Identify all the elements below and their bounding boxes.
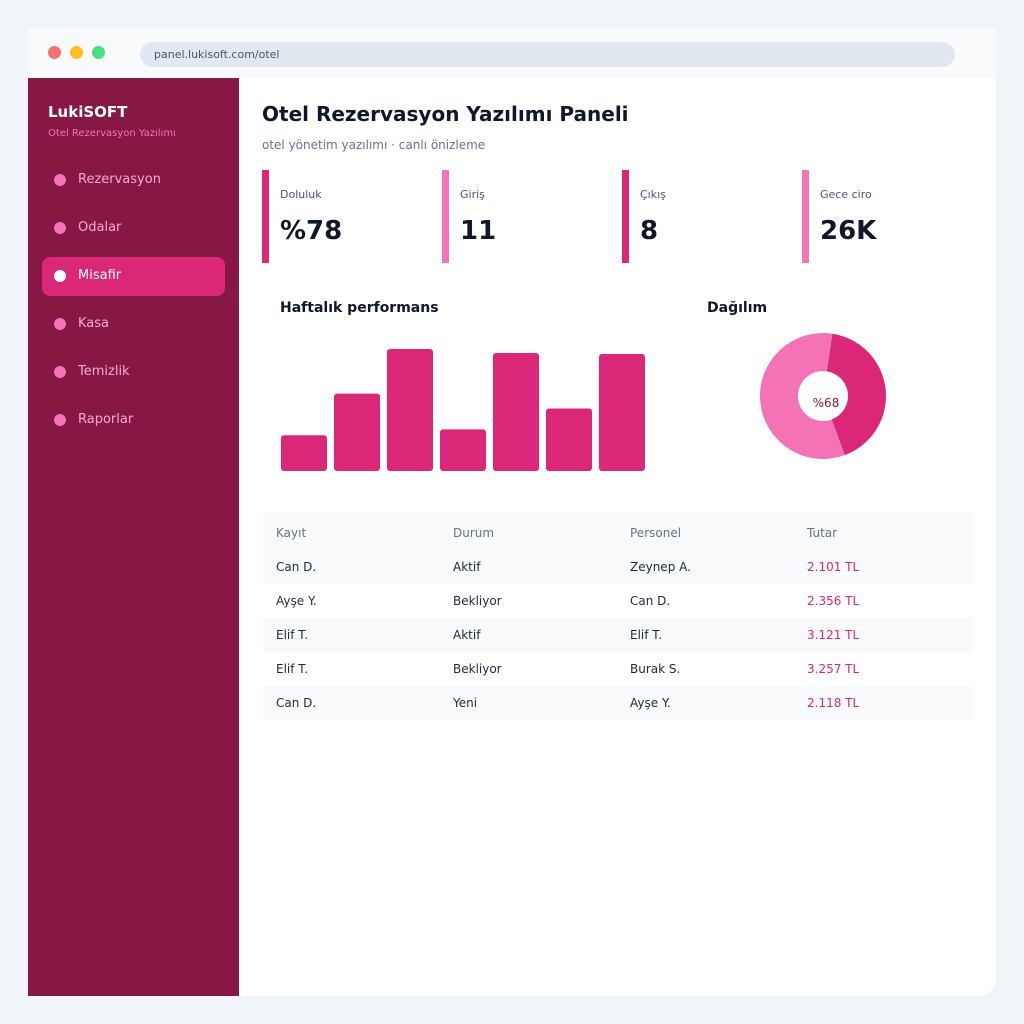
sidebar-nav: Rezervasyon Odalar Misafir Kasa Temizlik… xyxy=(42,161,225,449)
cell-durum: Aktif xyxy=(453,628,481,642)
kpi-card-doluluk: Doluluk %78 xyxy=(262,170,432,263)
kpi-label: Gece ciro xyxy=(820,188,872,201)
donut-center-label: %68 xyxy=(812,396,840,410)
cell-kayit: Ayşe Y. xyxy=(276,594,317,608)
cell-personel: Zeynep A. xyxy=(630,560,691,574)
cell-kayit: Can D. xyxy=(276,560,317,574)
kpi-label: Çıkış xyxy=(640,188,666,201)
cell-personel: Ayşe Y. xyxy=(630,696,671,710)
sidebar-item-raporlar[interactable]: Raporlar xyxy=(42,401,225,440)
column-header-tutar[interactable]: Tutar xyxy=(807,526,838,540)
kpi-card-cikis: Çıkış 8 xyxy=(622,170,792,263)
bar[interactable] xyxy=(546,408,592,471)
kpi-card-giris: Giriş 11 xyxy=(442,170,612,263)
sidebar-item-label: Raporlar xyxy=(78,412,134,427)
dot-icon xyxy=(54,174,66,186)
column-header-durum[interactable]: Durum xyxy=(453,526,495,540)
kpi-value: 8 xyxy=(640,216,659,246)
page-title: Otel Rezervasyon Yazılımı Paneli xyxy=(262,102,629,126)
sidebar-item-label: Misafir xyxy=(78,268,122,283)
kpi-label: Giriş xyxy=(460,188,485,201)
cell-durum: Bekliyor xyxy=(453,662,502,676)
brand-logo: LukiSOFT xyxy=(48,103,128,121)
maximize-window-icon[interactable] xyxy=(92,46,105,59)
sidebar-item-odalar[interactable]: Odalar xyxy=(42,209,225,248)
dot-icon xyxy=(54,366,66,378)
sidebar-item-label: Kasa xyxy=(78,316,110,331)
dot-icon xyxy=(54,318,66,330)
cell-tutar: 2.101 TL xyxy=(807,560,860,574)
dot-icon xyxy=(54,222,66,234)
sidebar-item-temizlik[interactable]: Temizlik xyxy=(42,353,225,392)
minimize-window-icon[interactable] xyxy=(70,46,83,59)
browser-window: panel.lukisoft.com/otel LukiSOFT Otel Re… xyxy=(28,28,996,996)
table-row[interactable]: Elif T. Aktif Elif T. 3.121 TL xyxy=(263,618,973,652)
sidebar-item-label: Rezervasyon xyxy=(78,172,161,187)
bar[interactable] xyxy=(281,435,327,471)
cell-tutar: 2.356 TL xyxy=(807,594,860,608)
sidebar-item-label: Odalar xyxy=(78,220,122,235)
kpi-card-gece-ciro: Gece ciro 26K xyxy=(802,170,972,263)
cell-tutar: 2.118 TL xyxy=(807,696,860,710)
records-table: Kayıt Durum Personel Tutar Can D. Aktif … xyxy=(263,512,973,720)
browser-titlebar: panel.lukisoft.com/otel xyxy=(28,28,996,78)
cell-durum: Yeni xyxy=(453,696,478,710)
cell-kayit: Elif T. xyxy=(276,662,309,676)
sidebar: LukiSOFT Otel Rezervasyon Yazılımı Rezer… xyxy=(28,78,239,996)
cell-kayit: Elif T. xyxy=(276,628,309,642)
kpi-value: 11 xyxy=(460,216,497,246)
table-row[interactable]: Ayşe Y. Bekliyor Can D. 2.356 TL xyxy=(263,584,973,618)
table-header: Kayıt Durum Personel Tutar xyxy=(263,512,973,550)
address-bar[interactable]: panel.lukisoft.com/otel xyxy=(140,42,955,67)
bar-chart-title: Haftalık performans xyxy=(280,300,439,316)
cell-personel: Burak S. xyxy=(630,662,681,676)
sidebar-item-rezervasyon[interactable]: Rezervasyon xyxy=(42,161,225,200)
main-content: Otel Rezervasyon Yazılımı Paneli otel yö… xyxy=(239,78,996,996)
kpi-row: Doluluk %78 Giriş 11 Çıkış 8 Gece ciro 2… xyxy=(262,170,982,263)
table-row[interactable]: Can D. Yeni Ayşe Y. 2.118 TL xyxy=(263,686,973,720)
donut-slice[interactable] xyxy=(760,333,845,459)
cell-tutar: 3.121 TL xyxy=(807,628,860,642)
bar[interactable] xyxy=(387,348,433,471)
kpi-label: Doluluk xyxy=(280,188,322,201)
cell-kayit: Can D. xyxy=(276,696,317,710)
cell-durum: Aktif xyxy=(453,560,481,574)
bar[interactable] xyxy=(440,429,486,471)
table-row[interactable]: Elif T. Bekliyor Burak S. 3.257 TL xyxy=(263,652,973,686)
kpi-value: 26K xyxy=(820,216,877,246)
bar[interactable] xyxy=(493,352,539,471)
table-row[interactable]: Can D. Aktif Zeynep A. 2.101 TL xyxy=(263,550,973,584)
column-header-personel[interactable]: Personel xyxy=(630,526,682,540)
sidebar-item-misafir[interactable]: Misafir xyxy=(42,257,225,296)
donut-chart-title: Dağılım xyxy=(707,300,768,316)
donut-chart xyxy=(760,333,886,459)
kpi-value: %78 xyxy=(280,216,343,246)
bar[interactable] xyxy=(334,393,380,471)
cell-personel: Can D. xyxy=(630,594,671,608)
sidebar-item-kasa[interactable]: Kasa xyxy=(42,305,225,344)
close-window-icon[interactable] xyxy=(48,46,61,59)
brand-subtitle: Otel Rezervasyon Yazılımı xyxy=(48,128,176,139)
dot-icon xyxy=(54,270,66,282)
donut-slice[interactable] xyxy=(826,333,886,456)
cell-durum: Bekliyor xyxy=(453,594,502,608)
sidebar-item-label: Temizlik xyxy=(78,364,130,379)
dot-icon xyxy=(54,414,66,426)
cell-personel: Elif T. xyxy=(630,628,663,642)
column-header-kayit[interactable]: Kayıt xyxy=(276,526,307,540)
bar[interactable] xyxy=(599,353,645,471)
cell-tutar: 3.257 TL xyxy=(807,662,860,676)
bar-chart xyxy=(281,348,645,471)
page-subtitle: otel yönetim yazılımı · canlı önizleme xyxy=(262,138,486,152)
